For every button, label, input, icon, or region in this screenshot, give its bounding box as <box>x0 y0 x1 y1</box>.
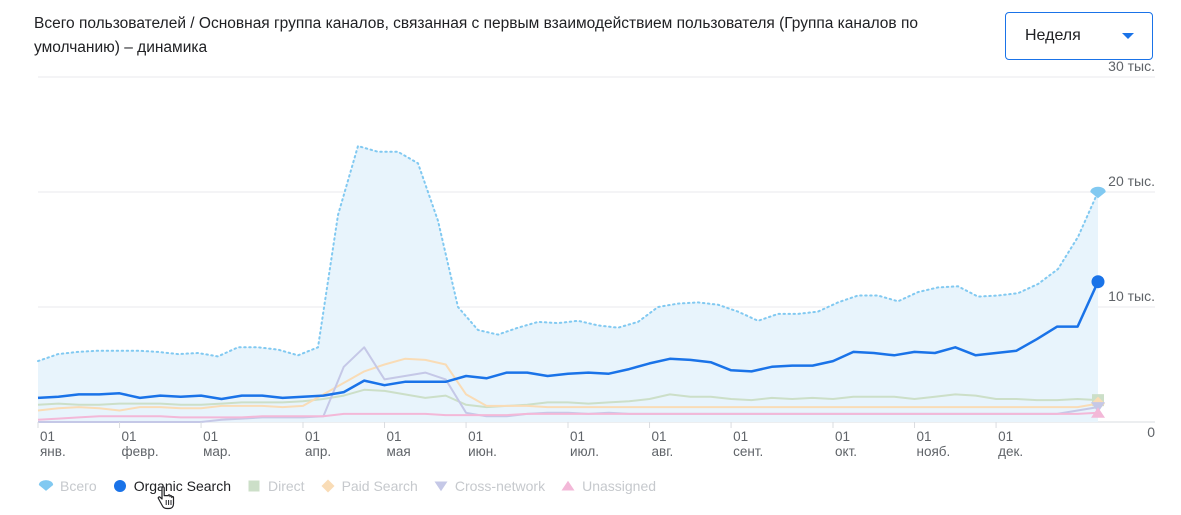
legend-item-всего[interactable]: Всего <box>38 478 97 494</box>
x-tick-month: февр. <box>122 444 159 459</box>
x-tick-day: 01 <box>40 429 55 444</box>
series-всего <box>37 144 1106 422</box>
period-select-value: Неделя <box>1025 27 1081 44</box>
legend-label: Unassigned <box>582 478 657 494</box>
series-line <box>37 388 1099 409</box>
x-tick-month: авг. <box>652 444 674 459</box>
x-tick-day: 01 <box>468 429 483 444</box>
x-tick-month: янв. <box>40 444 66 459</box>
square-marker-icon <box>248 480 260 492</box>
legend-marker <box>434 481 448 492</box>
series-layer <box>37 144 1106 423</box>
series-end-marker <box>1091 275 1105 289</box>
legend-marker <box>321 479 335 493</box>
series-line <box>37 281 1100 401</box>
legend-label: Paid Search <box>341 478 418 494</box>
legend-marker <box>113 480 126 492</box>
triangle-up-marker-icon <box>561 480 575 491</box>
diamond-marker-icon <box>321 479 335 493</box>
x-tick-month: июл. <box>570 444 599 459</box>
x-tick-month: апр. <box>305 444 331 459</box>
x-tick-day: 01 <box>203 429 218 444</box>
x-tick-month: июн. <box>468 444 497 459</box>
x-tick-month: окт. <box>835 444 857 459</box>
x-tick-day: 01 <box>387 429 402 444</box>
legend-item-cross-network[interactable]: Cross-network <box>433 478 545 494</box>
x-tick-day: 01 <box>733 429 748 444</box>
legend-item-paid-search[interactable]: Paid Search <box>320 478 418 494</box>
legend-marker <box>248 480 260 492</box>
y-tick-label: 20 тыс. <box>1108 173 1155 189</box>
legend-label: Organic Search <box>133 478 231 494</box>
triangle-down-marker-icon <box>434 481 448 492</box>
series-area <box>38 146 1098 422</box>
series-organic-search <box>37 275 1105 401</box>
x-tick-day: 01 <box>835 429 850 444</box>
chart-title: Всего пользователей / Основная группа ка… <box>34 15 918 56</box>
y-tick-label: 0 <box>1147 424 1155 440</box>
x-tick-day: 01 <box>122 429 137 444</box>
series-end-marker <box>1090 186 1106 199</box>
x-tick-day: 01 <box>652 429 667 444</box>
circle-marker-icon <box>113 480 126 492</box>
y-axis-labels: 0 10 тыс. 20 тыс. 30 тыс. <box>1108 58 1155 440</box>
x-tick-day: 01 <box>305 429 320 444</box>
legend-item-unassigned[interactable]: Unassigned <box>560 478 656 494</box>
series-line <box>37 357 1099 412</box>
legend-marker <box>561 480 575 491</box>
period-select[interactable]: Неделя <box>1005 12 1153 60</box>
series-end-marker <box>1091 407 1105 418</box>
chevron-down-icon <box>1122 33 1134 39</box>
x-tick-month: дек. <box>998 444 1023 459</box>
x-tick-month: нояб. <box>917 444 951 459</box>
x-tick-day: 01 <box>570 429 585 444</box>
legend-label: Cross-network <box>454 478 546 494</box>
y-tick-label: 30 тыс. <box>1108 58 1155 74</box>
x-tick-month: мая <box>387 444 411 459</box>
x-tick-day: 01 <box>917 429 932 444</box>
x-tick-month: мар. <box>203 444 231 459</box>
series-unassigned <box>37 407 1105 421</box>
legend-marker <box>38 480 54 491</box>
series-line <box>37 411 1099 421</box>
y-tick-label: 10 тыс. <box>1108 288 1155 304</box>
legend-label: Всего <box>60 478 97 494</box>
legend-item-direct[interactable]: Direct <box>246 478 305 494</box>
x-tick-day: 01 <box>998 429 1013 444</box>
series-line <box>37 144 1099 363</box>
legend-label: Direct <box>268 478 305 494</box>
x-axis-ticks: 01янв.01февр.01мар.01апр.01мая01июн.01ию… <box>37 422 1023 459</box>
legend: Всего Organic Search Direct Paid Search Cros… <box>38 476 671 496</box>
x-tick-month: сент. <box>733 444 763 459</box>
legend-item-organic-search[interactable]: Organic Search <box>112 478 231 494</box>
drop-marker-icon <box>38 480 54 491</box>
pointer-hand-icon <box>157 486 175 510</box>
